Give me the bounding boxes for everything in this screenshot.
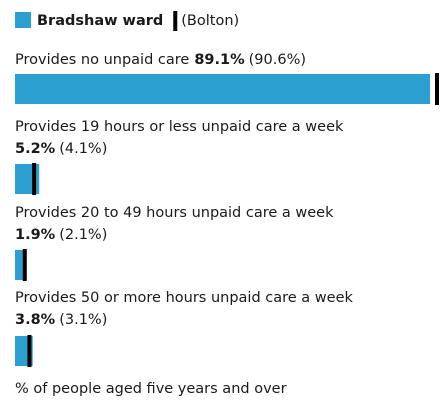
comparison-marker <box>27 335 32 367</box>
category-label: Provides 20 to 49 hours unpaid care a we… <box>15 205 334 221</box>
legend-swatch <box>15 12 31 28</box>
category-label: Provides no unpaid care 89.1% (90.6%) <box>15 52 306 68</box>
bar <box>15 250 24 280</box>
legend-label: Bradshaw ward <box>37 13 163 29</box>
comparison-marker <box>22 249 27 281</box>
comparison-label: (2.1%) <box>59 227 107 243</box>
value-line: 3.8% (3.1%) <box>15 312 107 328</box>
comparison-marker <box>435 73 439 105</box>
value-label: 5.2% <box>15 141 56 157</box>
comparison-label: (4.1%) <box>59 141 107 157</box>
value-line: 1.9% (2.1%) <box>15 227 107 243</box>
comparison-label: (90.6%) <box>249 52 306 68</box>
category-text: Provides no unpaid care <box>15 52 189 68</box>
value-label: 1.9% <box>15 227 56 243</box>
legend-swatch <box>173 11 178 31</box>
value-line: 5.2% (4.1%) <box>15 141 107 157</box>
legend-label: (Bolton) <box>181 13 239 29</box>
value-label: 3.8% <box>15 312 56 328</box>
category-label: Provides 50 or more hours unpaid care a … <box>15 290 353 306</box>
comparison-marker <box>32 163 37 195</box>
value-label: 89.1% <box>194 52 245 68</box>
category-label: Provides 19 hours or less unpaid care a … <box>15 119 344 135</box>
comparison-label: (3.1%) <box>59 312 107 328</box>
bar <box>15 74 431 104</box>
footnote: % of people aged five years and over <box>15 381 287 397</box>
